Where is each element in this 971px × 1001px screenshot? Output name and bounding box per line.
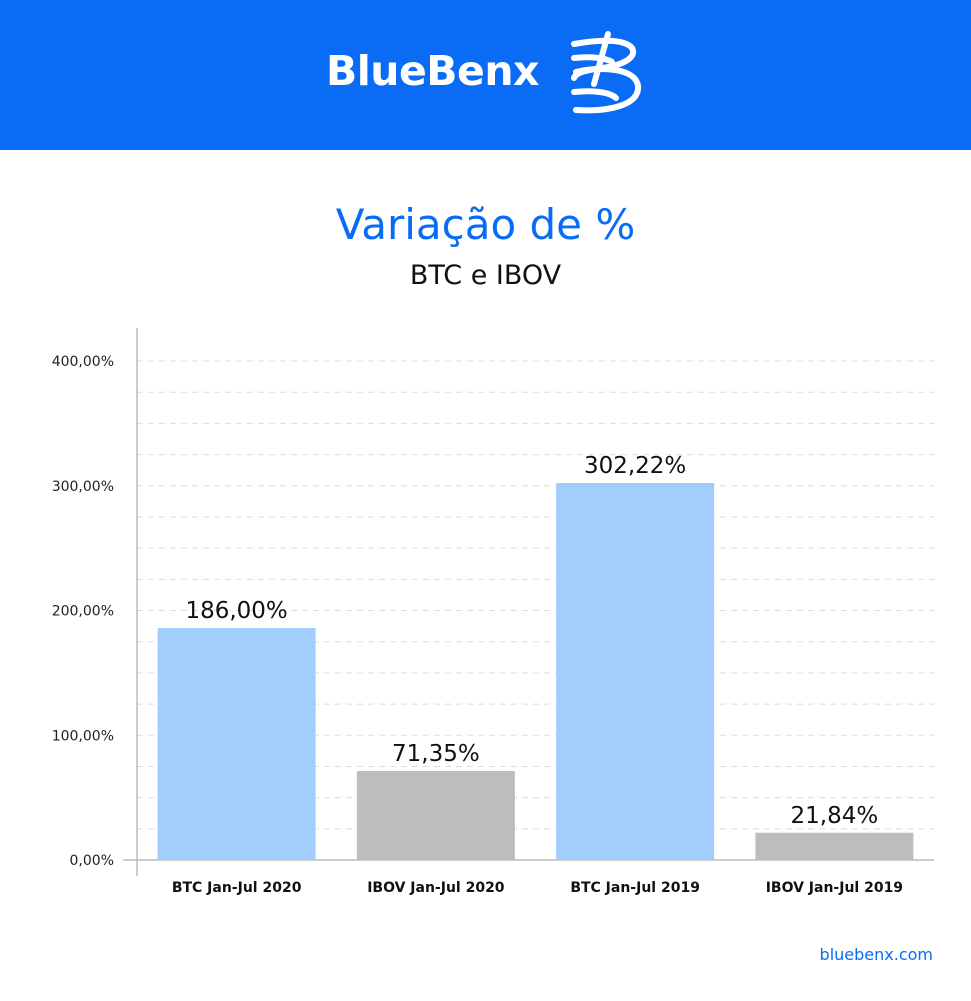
chart-subtitle: BTC e IBOV	[409, 260, 562, 291]
bar	[356, 770, 515, 860]
brand-name: BlueBenx	[326, 47, 540, 95]
y-tick-label: 0,00%	[70, 853, 114, 869]
bar-value-label: 302,22%	[584, 453, 686, 479]
y-tick-label: 400,00%	[52, 354, 114, 370]
x-category-label: BTC Jan-Jul 2019	[570, 880, 700, 896]
bar	[755, 832, 914, 860]
bar	[556, 482, 715, 860]
bar-value-label: 71,35%	[392, 741, 480, 767]
bluebenx-b-logo-icon	[571, 31, 641, 114]
x-category-label: IBOV Jan-Jul 2020	[367, 880, 505, 896]
bar	[157, 627, 316, 860]
bar-value-label: 21,84%	[791, 803, 879, 829]
x-category-label: BTC Jan-Jul 2020	[172, 880, 302, 896]
y-tick-label: 200,00%	[52, 604, 114, 620]
website-link[interactable]: bluebenx.com	[819, 945, 933, 964]
x-category-label: IBOV Jan-Jul 2019	[766, 880, 903, 896]
y-tick-label: 300,00%	[52, 479, 114, 495]
chart-title: Variação de %	[335, 200, 636, 249]
header-banner: BlueBenx	[0, 0, 971, 150]
y-tick-label: 100,00%	[52, 728, 114, 744]
bar-value-label: 186,00%	[185, 598, 287, 624]
